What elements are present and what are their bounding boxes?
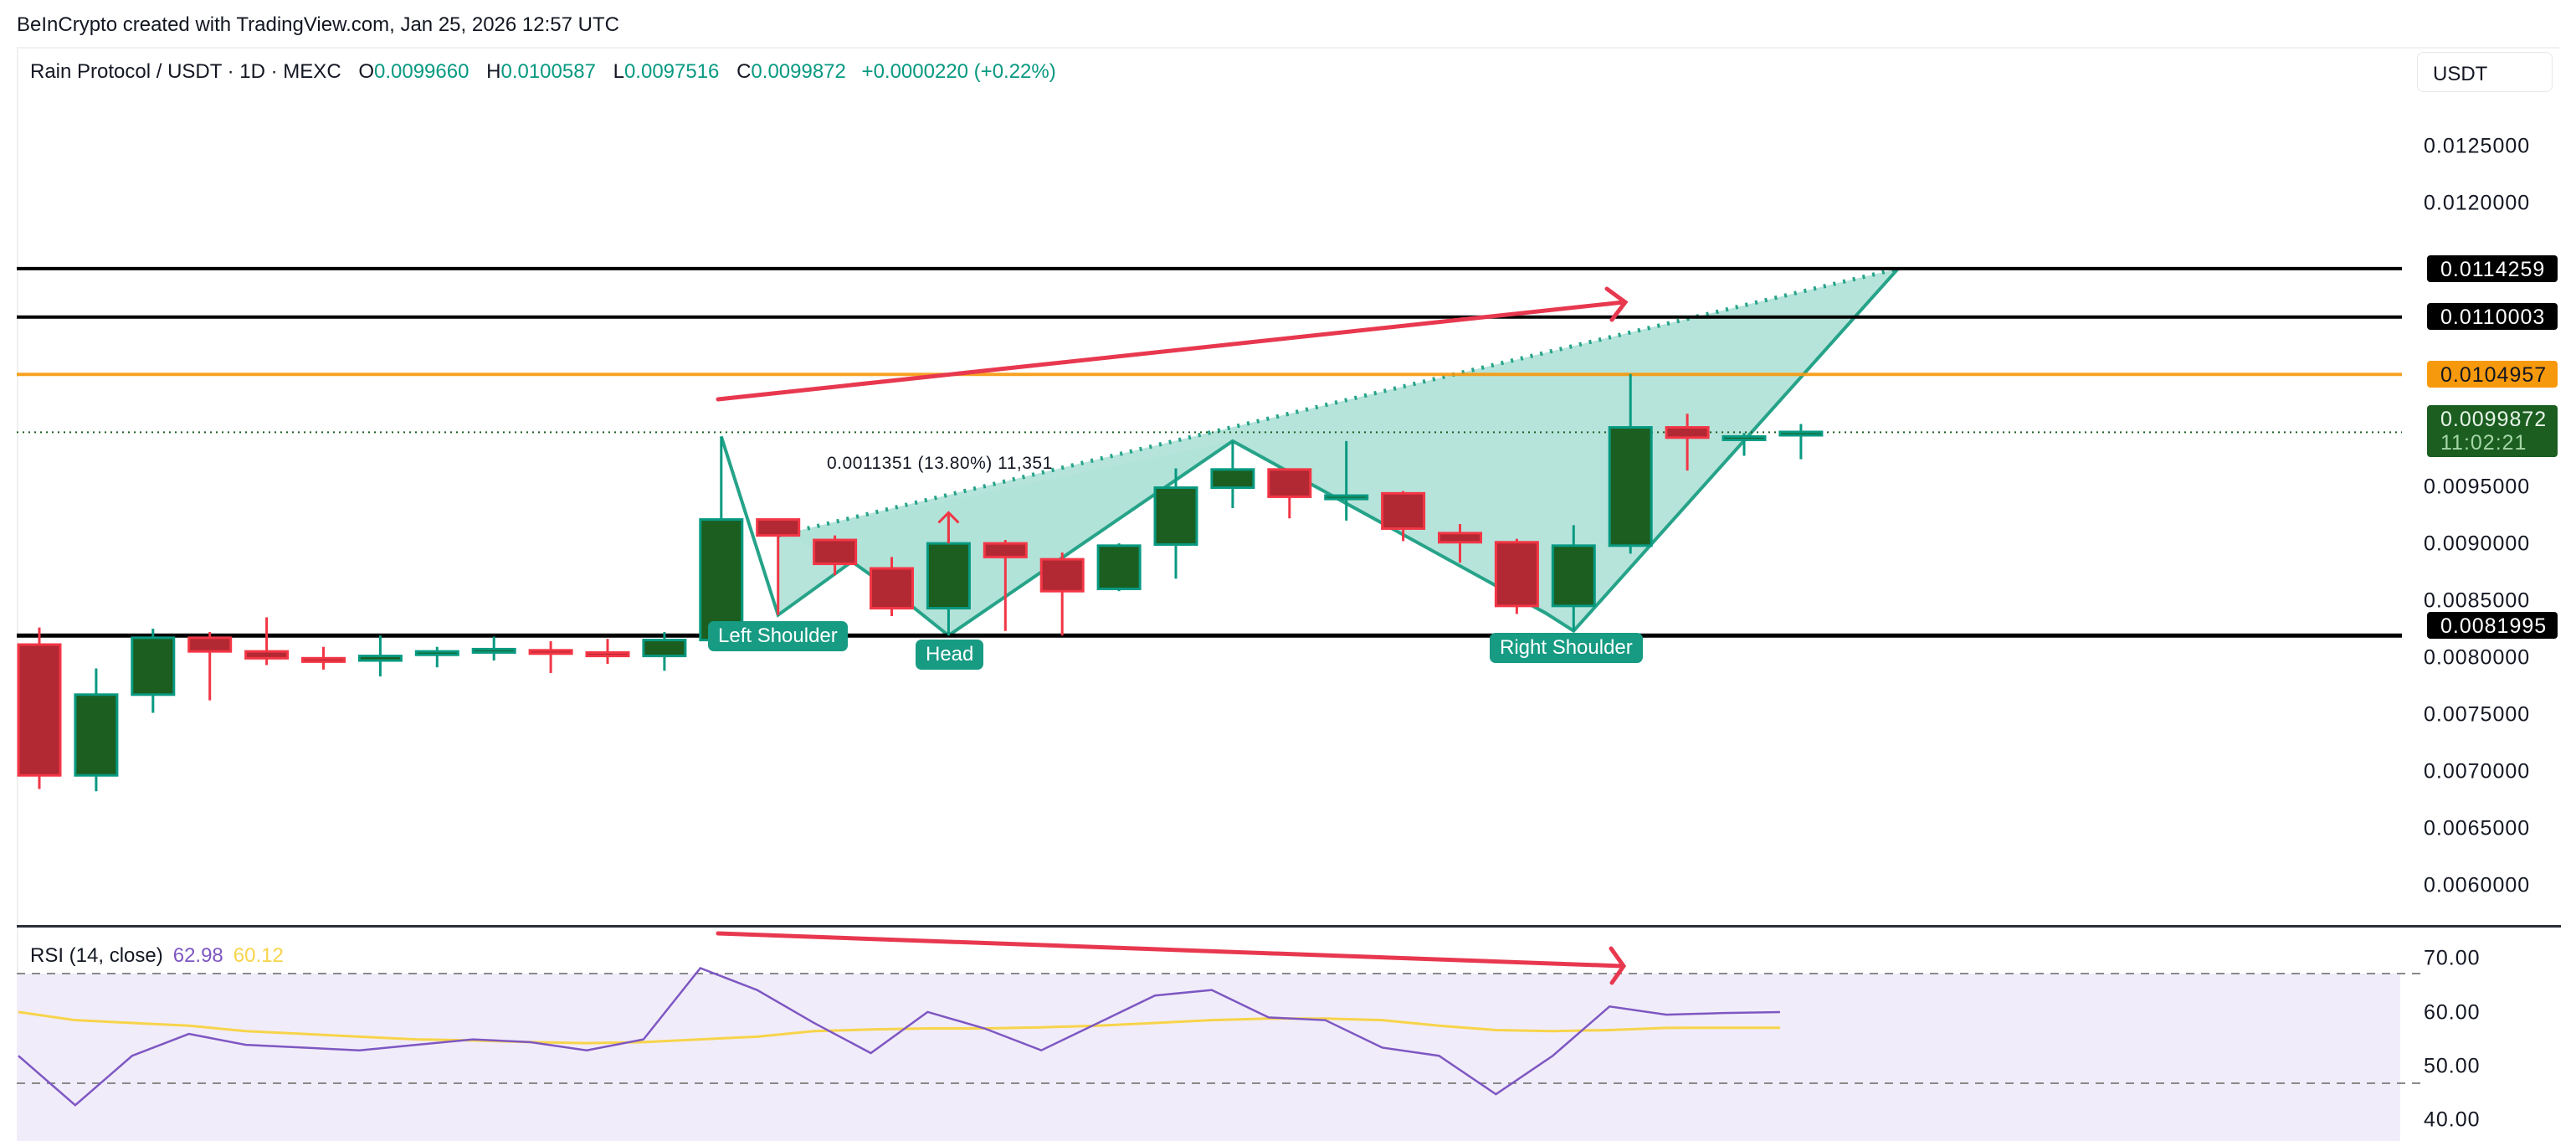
candle-body[interactable] [983,542,1028,558]
candle-body[interactable] [585,651,630,658]
pattern-neckline-dotted [777,266,1899,538]
resistance-1-price-label: 0.0110003 [2427,303,2558,330]
low-label: L [613,60,624,83]
close-label: C [736,60,752,83]
rsi-tick: 60.00 [2424,1000,2481,1025]
candle-body[interactable] [528,649,573,655]
high-value: 0.0100587 [500,60,596,83]
candle-body[interactable] [414,650,459,656]
candle-body[interactable] [1039,558,1085,593]
candle-body[interactable] [357,655,403,662]
candle-body[interactable] [1665,426,1710,439]
rsi-ma-value: 60.12 [233,944,284,967]
open-label: O [358,60,374,83]
candle-body[interactable] [926,542,971,610]
candle-body[interactable] [1494,541,1539,608]
candle-body[interactable] [1210,468,1255,490]
chart-frame [17,47,2559,1141]
resistance-2-price-label: 0.0114259 [2427,255,2558,282]
candle-body[interactable] [813,538,858,566]
left-shoulder-label[interactable]: Left Shoulder [708,621,848,651]
candle-body[interactable] [1438,532,1482,544]
price-tick: 0.0060000 [2424,873,2531,897]
price-tick: 0.0120000 [2424,191,2531,215]
rsi-line [18,966,1780,1107]
change-value: +0.0000220 (+0.22%) [861,60,1056,83]
candle-body[interactable] [17,643,62,777]
current-price-value: 0.0099872 [2440,408,2548,431]
candle-body[interactable] [74,693,119,777]
candle-body[interactable] [471,647,516,654]
price-tick: 0.0125000 [2424,134,2531,158]
rsi-title[interactable]: RSI (14, close) [30,944,163,967]
candle-body[interactable] [131,636,176,696]
low-value: 0.0097516 [623,60,720,83]
arrow-head-icon [1609,946,1627,985]
rsi-tick: 70.00 [2424,946,2481,970]
arrow-head-icon [1604,286,1629,322]
candle-body[interactable] [1324,494,1369,501]
price-axis[interactable]: 0.0125000 0.0120000 0.0095000 0.0090000 … [2402,47,2561,1141]
symbol-title[interactable]: Rain Protocol / USDT · 1D · MEXC [30,60,341,83]
rsi-band-background [17,974,2400,1141]
candle-body[interactable] [1722,434,1767,441]
candle-body[interactable] [301,656,346,663]
rsi-ma-line [18,1010,1780,1045]
candle-body[interactable] [756,518,801,537]
rsi-tick: 50.00 [2424,1054,2481,1078]
measure-label: 0.0011351 (13.80%) 11,351 [827,454,1053,473]
price-tick: 0.0070000 [2424,759,2531,784]
candle-body[interactable] [1778,430,1824,437]
bar-countdown: 11:02:21 [2440,431,2527,455]
currency-button[interactable]: USDT [2417,52,2553,92]
candle-body[interactable] [642,639,687,658]
head-label[interactable]: Head [916,640,984,670]
pane-divider[interactable] [17,925,2561,928]
rsi-value: 62.98 [172,944,223,967]
candle-body[interactable] [1551,544,1596,608]
candle-body[interactable] [187,636,233,653]
close-value: 0.0099872 [751,60,846,83]
open-value: 0.0099660 [374,60,470,83]
symbol-legend: Rain Protocol / USDT · 1D · MEXC O0.0099… [30,60,1056,84]
candle-body[interactable] [244,650,290,660]
candle-body[interactable] [1096,544,1142,590]
chart-attribution: BeInCrypto created with TradingView.com,… [17,13,619,36]
price-tick: 0.0080000 [2424,645,2531,670]
measure-arrow-head-icon [937,511,960,524]
candle-body[interactable] [1608,426,1653,547]
price-tick: 0.0095000 [2424,475,2531,499]
candle-body[interactable] [1381,491,1426,530]
candle-body[interactable] [870,567,914,610]
rsi-tick: 40.00 [2424,1108,2481,1132]
current-price-label: 0.0099872 11:02:21 [2427,405,2558,457]
price-tick: 0.0085000 [2424,588,2531,613]
price-tick: 0.0075000 [2424,702,2531,727]
candle-body[interactable] [1267,468,1312,498]
rsi-legend: RSI (14, close) 62.98 60.12 [30,944,284,968]
right-shoulder-label[interactable]: Right Shoulder [1490,633,1643,663]
neckline-price-label: 0.0081995 [2427,612,2558,639]
price-divergence-arrow[interactable] [716,300,1626,402]
rsi-divergence-arrow[interactable] [716,931,1624,969]
candle-body[interactable] [1153,486,1198,546]
orange-level-price-label: 0.0104957 [2427,361,2558,388]
high-label: H [486,60,501,83]
price-tick: 0.0090000 [2424,532,2531,556]
price-tick: 0.0065000 [2424,816,2531,840]
